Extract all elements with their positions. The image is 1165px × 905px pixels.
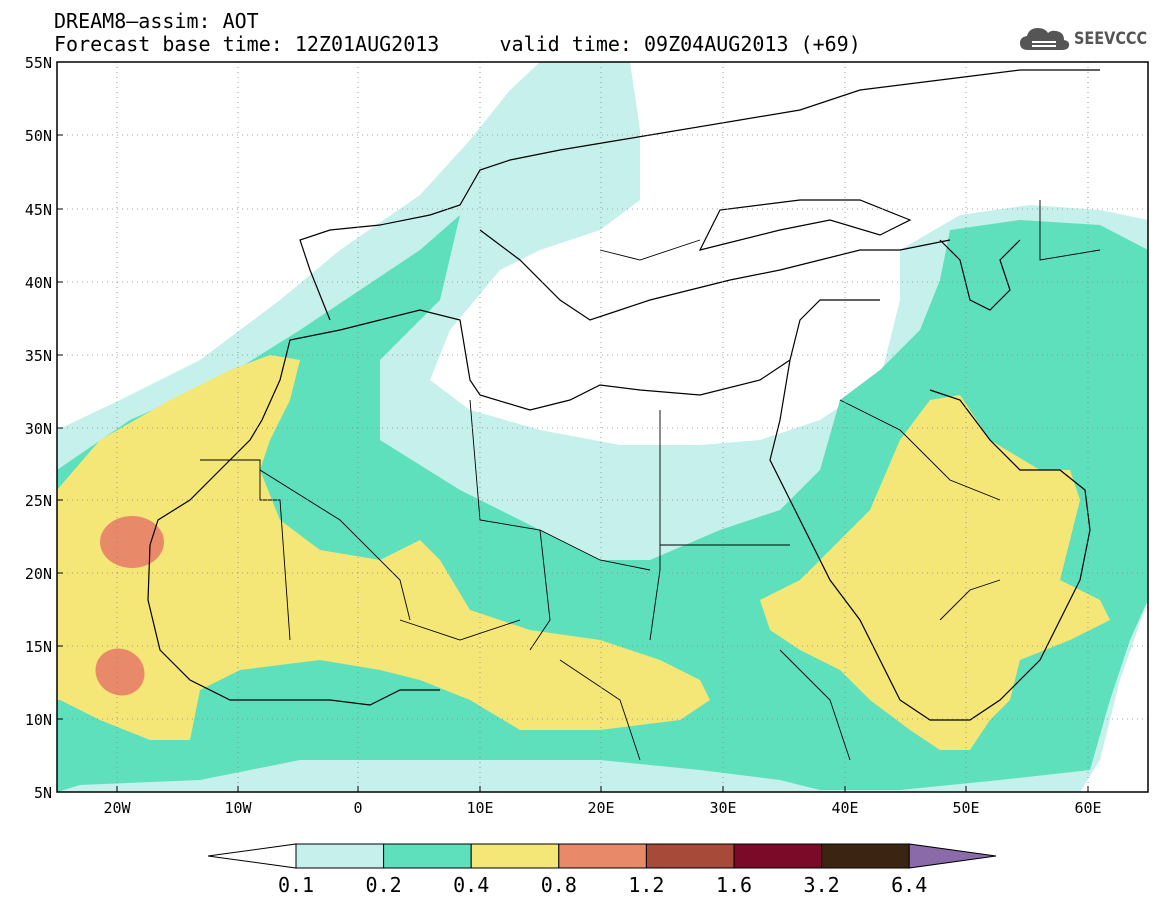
legend-swatch xyxy=(383,843,472,869)
seevccc-logo: SEEVCCC xyxy=(1018,24,1160,54)
legend-bound-label: 0.1 xyxy=(278,873,314,897)
lat-tick-label: 45N xyxy=(25,201,52,219)
lon-tick-label: 30E xyxy=(709,799,736,817)
logo-text: SEEVCCC xyxy=(1074,29,1148,49)
lon-tick-label: 0 xyxy=(353,799,362,817)
lat-tick-label: 35N xyxy=(25,347,52,365)
lon-tick-label: 60E xyxy=(1074,799,1101,817)
lon-tick-label: 40E xyxy=(831,799,858,817)
aot-contour-0.8-south xyxy=(95,648,145,696)
aot-contour-0.4-west xyxy=(57,355,710,740)
forecast-time-subtitle: Forecast base time: 12Z01AUG2013 valid t… xyxy=(54,32,861,56)
legend-bound-label: 0.4 xyxy=(453,873,489,897)
legend-bound-label: 1.2 xyxy=(628,873,664,897)
lat-tick-label: 25N xyxy=(25,492,52,510)
legend-swatch xyxy=(558,843,647,869)
lat-tick-label: 10N xyxy=(25,711,52,729)
legend-swatch xyxy=(470,843,560,869)
latitude-axis: 55N 50N 45N 40N 35N 30N 25N 20N 15N 10N 5N xyxy=(25,54,63,802)
legend-bound-label: 0.2 xyxy=(366,873,402,897)
legend-bound-label: 3.2 xyxy=(804,873,840,897)
lat-tick-label: 15N xyxy=(25,638,52,656)
lon-tick-label: 20W xyxy=(103,799,131,817)
country-borders xyxy=(200,200,1101,761)
aot-contour-0.4-east xyxy=(760,395,1110,750)
legend-arrow-low xyxy=(207,843,297,869)
legend-bound-label: 0.8 xyxy=(541,873,577,897)
map-grid xyxy=(57,62,1148,792)
cloud-icon xyxy=(1020,28,1070,50)
legend-bound-label: 6.4 xyxy=(891,873,927,897)
longitude-axis: 20W 10W 0 10E 20E 30E 40E 50E 60E xyxy=(103,786,1102,817)
lon-tick-label: 20E xyxy=(587,799,614,817)
aot-contour-0.8-north xyxy=(100,516,164,568)
legend-swatch xyxy=(733,843,823,869)
lat-tick-label: 55N xyxy=(25,54,52,72)
lat-tick-label: 50N xyxy=(25,127,52,145)
legend-swatch xyxy=(821,843,910,869)
colorbar-legend: 0.1 0.2 0.4 0.8 1.2 1.6 3.2 6.4 xyxy=(207,843,997,897)
legend-swatch xyxy=(295,843,385,869)
map-frame xyxy=(56,61,1149,793)
aot-field xyxy=(57,62,1148,792)
lon-tick-label: 10W xyxy=(224,799,252,817)
lat-tick-label: 30N xyxy=(25,420,52,438)
lon-tick-label: 50E xyxy=(952,799,979,817)
map-title: DREAM8–assim: AOT xyxy=(54,9,259,33)
lat-tick-label: 40N xyxy=(25,274,52,292)
legend-swatch xyxy=(645,843,735,869)
lat-tick-label: 5N xyxy=(34,784,52,802)
legend-arrow-high xyxy=(908,843,997,869)
lon-tick-label: 10E xyxy=(466,799,493,817)
legend-bound-label: 1.6 xyxy=(716,873,752,897)
lat-tick-label: 20N xyxy=(25,565,52,583)
coastlines xyxy=(147,69,1100,721)
